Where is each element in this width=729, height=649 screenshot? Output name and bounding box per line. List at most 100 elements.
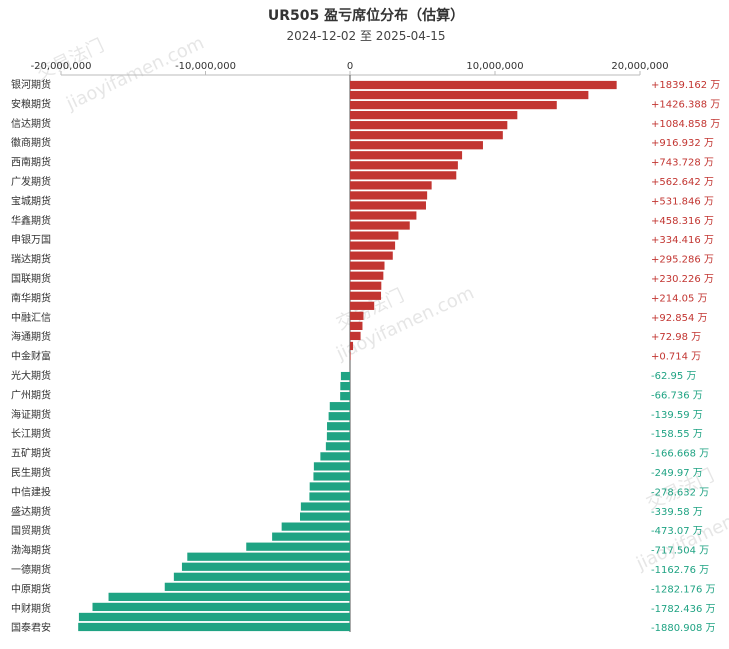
category-labels: 银河期货安粮期货信达期货徽商期货西南期货广发期货宝城期货华鑫期货申银万国瑞达期货…: [11, 78, 51, 634]
x-tick-label: 0: [347, 61, 353, 72]
value-label: -158.55 万: [651, 429, 703, 440]
bar: [340, 392, 350, 401]
category-label: 民生期货: [11, 466, 51, 479]
category-label: 华鑫期货: [11, 214, 51, 227]
category-label: 长江期货: [11, 427, 51, 440]
bar: [309, 492, 350, 501]
bar: [300, 512, 350, 521]
category-label: 海证期货: [11, 408, 51, 421]
value-label: -66.736 万: [651, 390, 703, 401]
category-label: 广州期货: [11, 388, 51, 401]
x-tick-label: -20,000,000: [31, 61, 92, 72]
value-label: -166.668 万: [651, 449, 709, 460]
bar: [350, 231, 399, 240]
category-label: 信达期货: [11, 117, 51, 130]
bar: [329, 402, 350, 411]
bar: [350, 80, 617, 90]
category-label: 国联期货: [11, 272, 51, 285]
bar: [350, 121, 508, 130]
category-label: 宝城期货: [11, 194, 51, 207]
category-label: 中融汇信: [11, 311, 51, 324]
value-label: +562.642 万: [651, 177, 714, 188]
bar: [325, 442, 350, 451]
bar: [350, 241, 396, 250]
category-label: 中原期货: [11, 582, 51, 595]
x-tick-label: -10,000,000: [175, 61, 236, 72]
value-label: -473.07 万: [651, 526, 703, 537]
bar: [320, 452, 350, 461]
category-label: 瑞达期货: [11, 253, 51, 266]
value-label: +1426.388 万: [651, 99, 720, 110]
bar-group: [78, 80, 617, 632]
category-label: 广发期货: [11, 175, 51, 188]
value-label: -717.504 万: [651, 546, 709, 557]
bar: [92, 602, 350, 612]
value-label: -1162.76 万: [651, 565, 709, 576]
category-label: 西南期货: [11, 156, 51, 169]
value-label: +916.932 万: [651, 138, 714, 149]
bar: [327, 422, 350, 431]
bar: [350, 141, 483, 150]
bar: [246, 542, 350, 551]
category-label: 海通期货: [11, 330, 51, 343]
bar: [350, 261, 385, 270]
category-label: 申银万国: [11, 233, 51, 246]
value-label: -139.59 万: [651, 410, 703, 421]
value-labels: +1839.162 万 +1426.388 万 +1084.858 万 +916.93…: [651, 80, 720, 634]
category-label: 中财期货: [11, 602, 51, 615]
value-label: +1084.858 万: [651, 119, 720, 130]
bar: [309, 482, 350, 491]
value-label: +92.854 万: [651, 313, 708, 324]
category-label: 五矿期货: [11, 447, 51, 460]
bar: [350, 111, 518, 120]
category-label: 国泰君安: [11, 621, 51, 634]
bar: [350, 271, 384, 280]
category-label: 中金财富: [11, 350, 51, 363]
bar: [350, 161, 458, 170]
bar: [313, 462, 350, 471]
bar: [350, 251, 393, 260]
category-label: 银河期货: [11, 78, 51, 91]
x-tick-label: 20,000,000: [611, 61, 668, 72]
category-label: 一德期货: [11, 563, 51, 576]
bar: [350, 151, 463, 160]
value-label: +458.316 万: [651, 216, 714, 227]
bar: [350, 100, 557, 110]
chart-subtitle: 2024-12-02 至 2025-04-15: [286, 29, 445, 43]
bar: [350, 181, 432, 190]
bar: [350, 90, 589, 100]
value-label: +334.416 万: [651, 235, 714, 246]
category-label: 徽商期货: [11, 136, 51, 149]
bar: [300, 502, 350, 511]
value-label: -1880.908 万: [651, 623, 716, 634]
bar: [281, 522, 350, 531]
bar: [187, 552, 350, 561]
value-label: -249.97 万: [651, 468, 703, 479]
bar: [350, 341, 354, 351]
bar: [350, 131, 503, 140]
value-label: +743.728 万: [651, 158, 714, 169]
category-label: 盛达期货: [11, 505, 51, 518]
bar: [181, 562, 350, 571]
bar: [350, 211, 417, 220]
bar: [340, 381, 350, 391]
value-label: +0.714 万: [651, 352, 701, 363]
value-label: -1282.176 万: [651, 584, 716, 595]
value-label: +72.98 万: [651, 332, 701, 343]
value-label: +295.286 万: [651, 255, 714, 266]
bar: [350, 331, 361, 341]
bar: [350, 291, 382, 300]
bar: [313, 472, 350, 481]
x-tick-label: 10,000,000: [466, 61, 523, 72]
bar: [350, 221, 410, 230]
bar: [164, 582, 350, 591]
bar: [78, 622, 351, 632]
bar: [328, 412, 350, 421]
value-label: -62.95 万: [651, 371, 696, 382]
value-label: +214.05 万: [651, 293, 708, 304]
bar: [350, 171, 457, 180]
value-label: +230.226 万: [651, 274, 714, 285]
category-label: 安粮期货: [11, 97, 51, 110]
category-label: 光大期货: [11, 369, 51, 382]
